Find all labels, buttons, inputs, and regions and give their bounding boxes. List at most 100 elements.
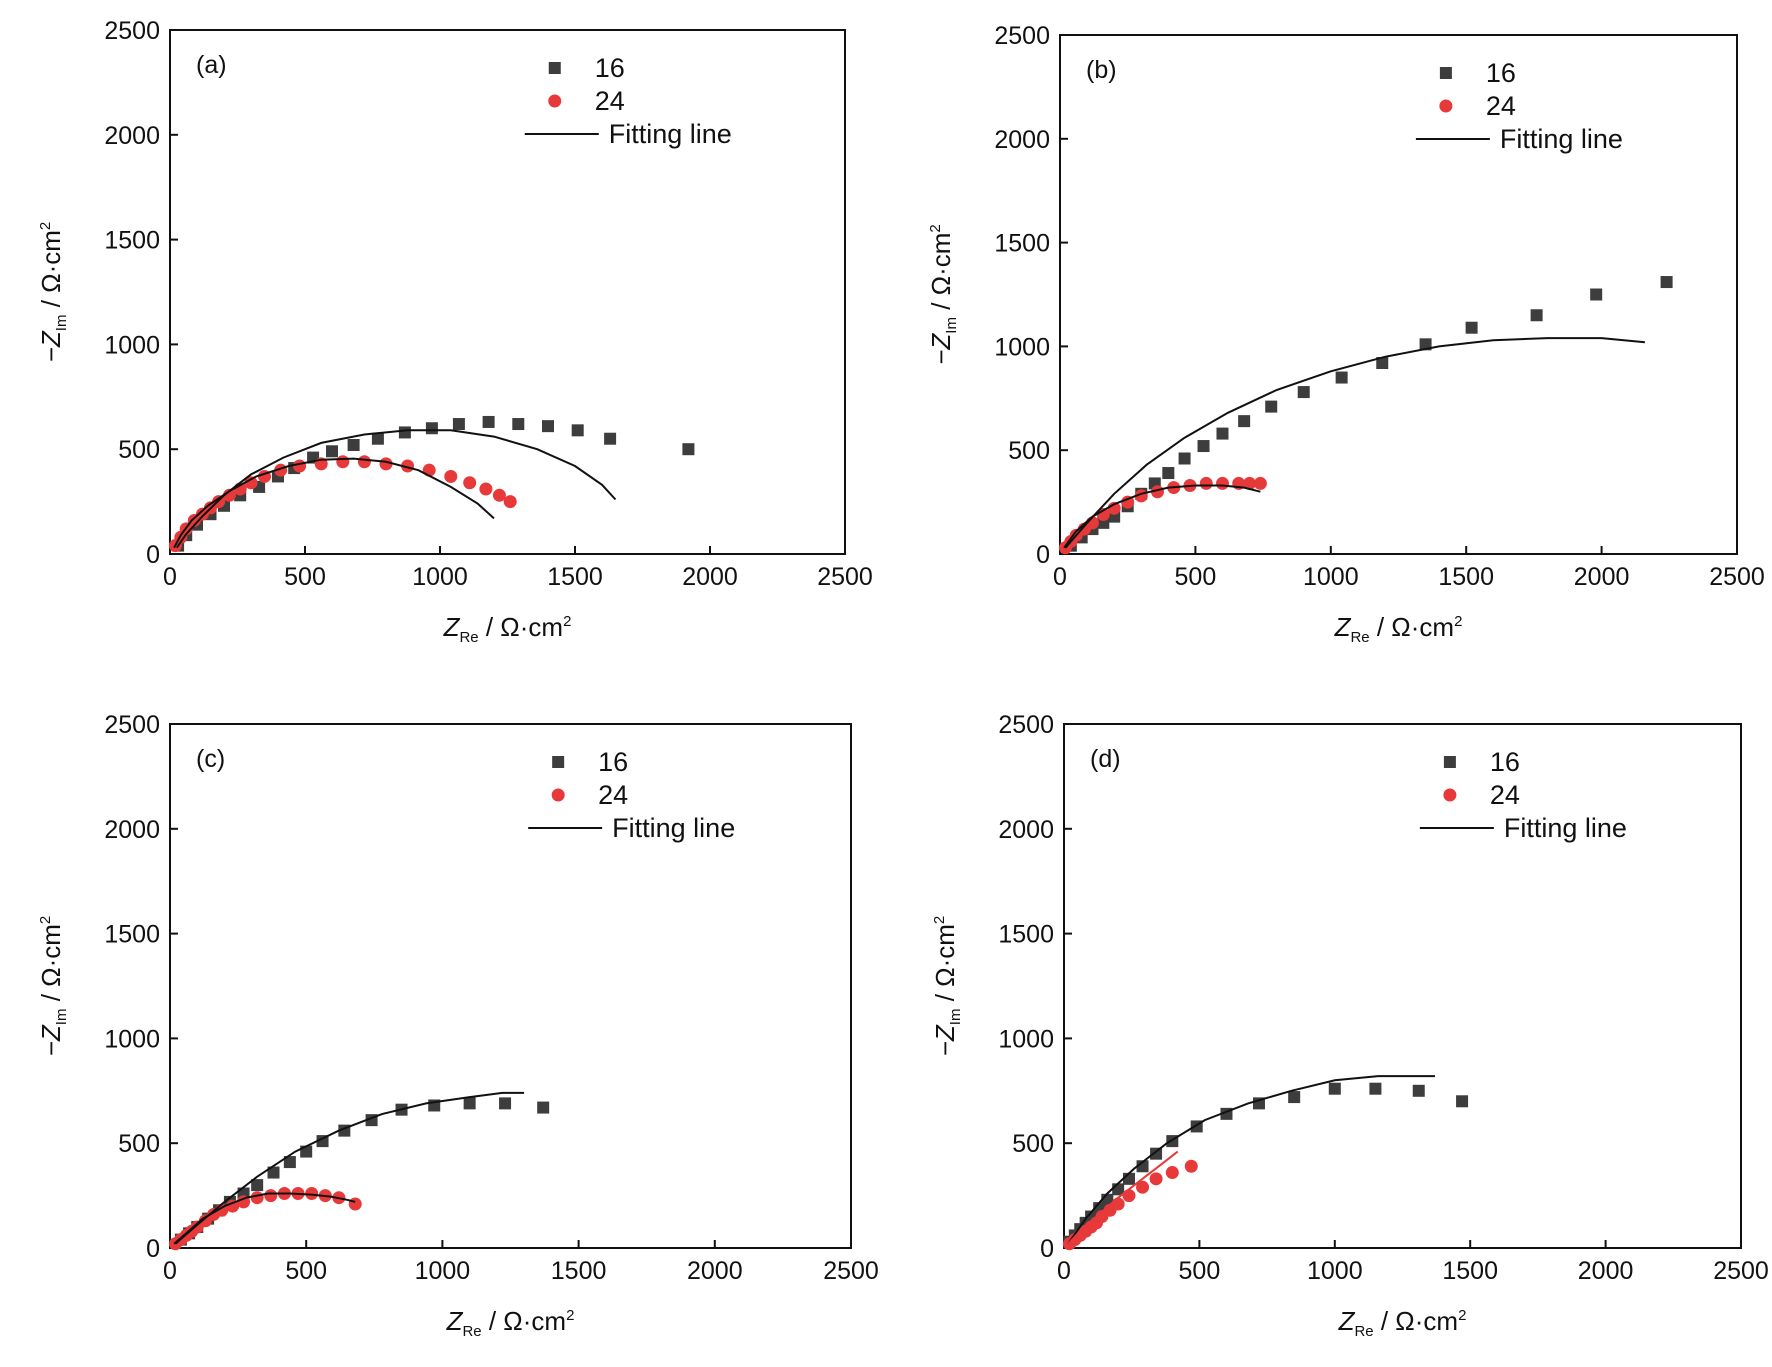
y-axis-title-unit: / Ω·cm: [36, 924, 66, 1008]
y-tick-label: 2500: [104, 711, 160, 739]
data-point-circle: [1215, 476, 1229, 490]
data-point-circle: [1122, 1189, 1136, 1203]
data-point-circle: [226, 1199, 240, 1213]
y-tick-label: 1000: [104, 331, 160, 359]
data-point-circle: [264, 1189, 278, 1203]
y-axis-title-sup: 2: [37, 916, 54, 924]
x-axis-title-sub: Re: [462, 1323, 481, 1340]
x-axis-title-sup: 2: [563, 613, 571, 630]
fitting-line: [1063, 484, 1261, 549]
data-point-circle: [1136, 1180, 1150, 1194]
legend-label: 16: [1490, 747, 1520, 777]
y-axis-title-unit: / Ω·cm: [36, 230, 66, 314]
x-axis-title: ZRe / Ω·cm2: [446, 1306, 575, 1340]
x-tick-label: 2000: [1578, 1257, 1634, 1285]
y-axis-title: −ZIm / Ω·cm2: [36, 222, 70, 363]
data-point-square: [371, 432, 384, 445]
data-point-square: [1465, 321, 1478, 334]
data-point-square: [1162, 467, 1175, 480]
panel-label: (d): [1090, 745, 1121, 773]
legend-label: 24: [1486, 91, 1516, 121]
data-point-square: [1197, 440, 1210, 453]
data-point-circle: [444, 469, 458, 483]
series-0: [1063, 1082, 1469, 1248]
x-tick-label: 0: [163, 563, 177, 591]
series-3: [173, 457, 495, 549]
y-axis-title: −ZIm / Ω·cm2: [926, 224, 960, 365]
x-axis-title-sup: 2: [566, 1307, 574, 1324]
x-tick-label: 1500: [1442, 1257, 1498, 1285]
data-point-square: [452, 418, 465, 431]
series-0: [174, 1097, 550, 1246]
legend-marker-circle: [1439, 99, 1453, 113]
legend-label: 24: [598, 780, 628, 810]
data-point-circle: [463, 476, 477, 490]
plot-frame: [169, 29, 846, 555]
legend-marker-circle: [551, 788, 565, 802]
x-tick-label: 500: [1179, 1257, 1221, 1285]
fitting-line: [1067, 1150, 1179, 1245]
fitting-line: [1064, 337, 1645, 549]
fitting-line: [174, 1091, 525, 1245]
data-point-square: [1335, 371, 1348, 384]
x-tick-label: 0: [1053, 563, 1067, 591]
series-3: [1067, 1150, 1179, 1245]
y-axis-title-sub: Im: [947, 1009, 964, 1026]
x-axis-title-unit: / Ω·cm: [482, 1306, 566, 1336]
x-axis-title-unit: / Ω·cm: [1374, 1306, 1458, 1336]
y-axis-title: −ZIm / Ω·cm2: [930, 916, 964, 1057]
data-point-square: [1238, 415, 1251, 428]
legend-marker-square: [548, 62, 561, 74]
y-tick-label: 2000: [994, 126, 1050, 154]
data-point-circle: [237, 1195, 251, 1209]
y-tick-label: 1500: [104, 921, 160, 949]
x-tick-label: 1000: [1303, 563, 1359, 591]
x-axis-title: ZRe / Ω·cm2: [1338, 1306, 1467, 1340]
plot-frame: [1063, 723, 1742, 1249]
chart-panel-1: 0 500 1000 1500 2000 2500 0 500 1000 1500 2000 2500…: [926, 22, 1765, 646]
legend-label: Fitting line: [1500, 124, 1623, 154]
y-axis-title: −ZIm / Ω·cm2: [36, 916, 70, 1057]
x-tick-label: 2000: [687, 1257, 743, 1285]
data-point-circle: [357, 455, 371, 469]
data-point-circle: [222, 488, 236, 502]
data-point-square: [1590, 288, 1603, 301]
series-0: [1064, 276, 1673, 552]
data-point-circle: [1199, 476, 1213, 490]
y-tick-label: 1500: [994, 230, 1050, 258]
panel-label: (b): [1086, 56, 1117, 84]
x-axis-title: ZRe / Ω·cm2: [1334, 612, 1463, 646]
data-point-circle: [1184, 1159, 1198, 1173]
data-point-circle: [250, 1191, 264, 1205]
data-point-circle: [1165, 1166, 1179, 1180]
data-point-square: [1265, 400, 1278, 413]
y-axis-title-var: −Z: [930, 1024, 960, 1056]
data-point-circle: [1121, 495, 1135, 509]
data-point-circle: [348, 1197, 362, 1211]
data-point-circle: [305, 1187, 319, 1201]
x-axis-title-var: Z: [1334, 612, 1352, 642]
data-point-circle: [336, 455, 350, 469]
legend-marker-square: [1443, 756, 1456, 768]
data-point-square: [512, 418, 525, 431]
y-tick-label: 500: [1008, 437, 1050, 465]
fitting-line: [175, 429, 617, 549]
series-2: [174, 1091, 525, 1245]
chart-panel-2: 0 500 1000 1500 2000 2500 0 500 1000 1500 2000 2500…: [36, 711, 879, 1340]
legend-marker-circle: [1443, 788, 1457, 802]
data-point-square: [1150, 1147, 1163, 1160]
fitting-line: [173, 1192, 356, 1245]
x-tick-label: 2000: [682, 563, 738, 591]
legend-marker-circle: [548, 94, 562, 108]
data-point-square: [1419, 338, 1432, 351]
x-tick-label: 1000: [1307, 1257, 1363, 1285]
y-tick-label: 500: [1012, 1130, 1054, 1158]
data-point-square: [425, 422, 438, 435]
x-axis-title-var: Z: [446, 1306, 464, 1336]
legend-label: 16: [598, 747, 628, 777]
x-tick-label: 2500: [823, 1257, 879, 1285]
data-point-square: [499, 1097, 512, 1110]
data-point-square: [1376, 357, 1389, 370]
